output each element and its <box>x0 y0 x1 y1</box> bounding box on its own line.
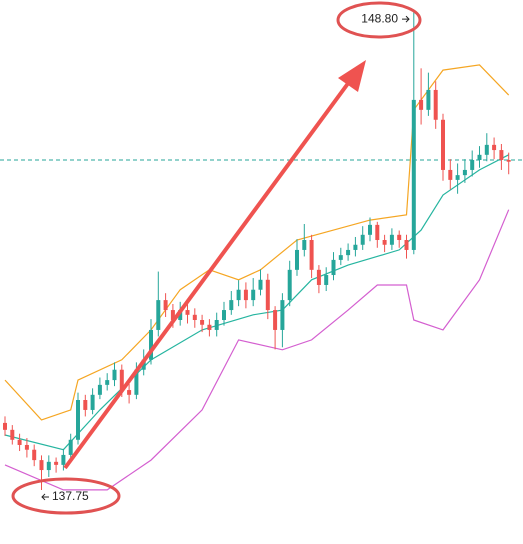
candle-body <box>163 300 168 311</box>
candle-body <box>353 244 358 250</box>
trend-arrow-head <box>338 60 366 92</box>
candle-body <box>243 289 248 301</box>
candle-body <box>419 99 424 110</box>
candle-body <box>127 390 132 395</box>
candle-body <box>10 429 15 440</box>
band-line <box>4 154 509 451</box>
candle-body <box>156 300 161 330</box>
band-line <box>4 209 510 491</box>
candle-body <box>39 460 44 471</box>
candle-body <box>455 175 460 180</box>
candle-body <box>236 289 241 301</box>
candle-body <box>46 461 51 471</box>
candles <box>3 12 511 490</box>
candle-body <box>280 300 285 330</box>
candle-body <box>207 324 212 330</box>
candle-body <box>302 240 307 250</box>
candle-body <box>258 279 263 290</box>
candle-body <box>185 310 190 315</box>
candle-body <box>346 249 351 256</box>
candle-body <box>134 369 139 395</box>
arrow-icon <box>402 15 410 23</box>
candle-body <box>3 422 7 430</box>
candle-body <box>24 444 29 450</box>
candle-body <box>61 454 66 465</box>
candle-body <box>316 269 321 285</box>
candle-body <box>309 240 314 270</box>
candle-body <box>112 369 117 381</box>
candle-body <box>324 275 329 285</box>
candle-body <box>178 310 183 320</box>
candle-body <box>32 449 37 461</box>
candle-body <box>76 400 80 440</box>
candle-body <box>331 259 336 276</box>
candle-body <box>265 279 270 311</box>
highlight-ellipse <box>336 1 422 39</box>
arrow-icon <box>41 493 49 501</box>
candle-body <box>397 234 402 240</box>
bollinger-bands <box>4 64 510 491</box>
candle-body <box>149 329 153 360</box>
candle-body <box>295 249 299 270</box>
candle-body <box>338 255 343 260</box>
candle-body <box>229 300 234 311</box>
candle-body <box>404 240 409 250</box>
candle-body <box>119 369 124 391</box>
candle-body <box>68 439 73 455</box>
band-line <box>4 64 510 421</box>
candle-body <box>375 224 380 240</box>
trend-arrow <box>63 76 354 470</box>
candle-body <box>433 89 438 120</box>
candle-body <box>90 394 95 410</box>
candle-body <box>441 119 445 170</box>
candle-body <box>192 314 197 320</box>
candle-body <box>273 310 278 330</box>
candle-body <box>448 169 453 180</box>
candle-body <box>389 234 394 245</box>
candle-body <box>477 154 482 160</box>
candle-body <box>360 234 365 245</box>
candle-body <box>141 359 146 370</box>
candle-body <box>426 89 431 110</box>
candle-body <box>170 310 175 320</box>
candle-body <box>83 400 88 410</box>
candle-body <box>251 289 256 301</box>
candle-body <box>287 269 292 301</box>
candle-body <box>17 439 22 445</box>
candle-body <box>368 224 372 235</box>
candle-body <box>470 160 475 170</box>
high-label: 148.80 <box>361 11 398 25</box>
candle-body <box>499 150 504 160</box>
low-label: 137.75 <box>52 489 89 503</box>
candle-body <box>105 380 110 385</box>
candle-body <box>411 99 416 250</box>
candle-body <box>382 240 387 245</box>
candle-body <box>214 320 219 330</box>
candle-body <box>506 160 511 162</box>
candle-body <box>484 144 489 155</box>
candle-body <box>462 169 467 176</box>
candle-body <box>492 144 497 151</box>
candle-body <box>222 310 226 320</box>
highlight-ellipse <box>11 477 121 515</box>
candle-body <box>200 320 205 325</box>
candle-body <box>54 461 59 465</box>
candle-body <box>97 384 102 395</box>
